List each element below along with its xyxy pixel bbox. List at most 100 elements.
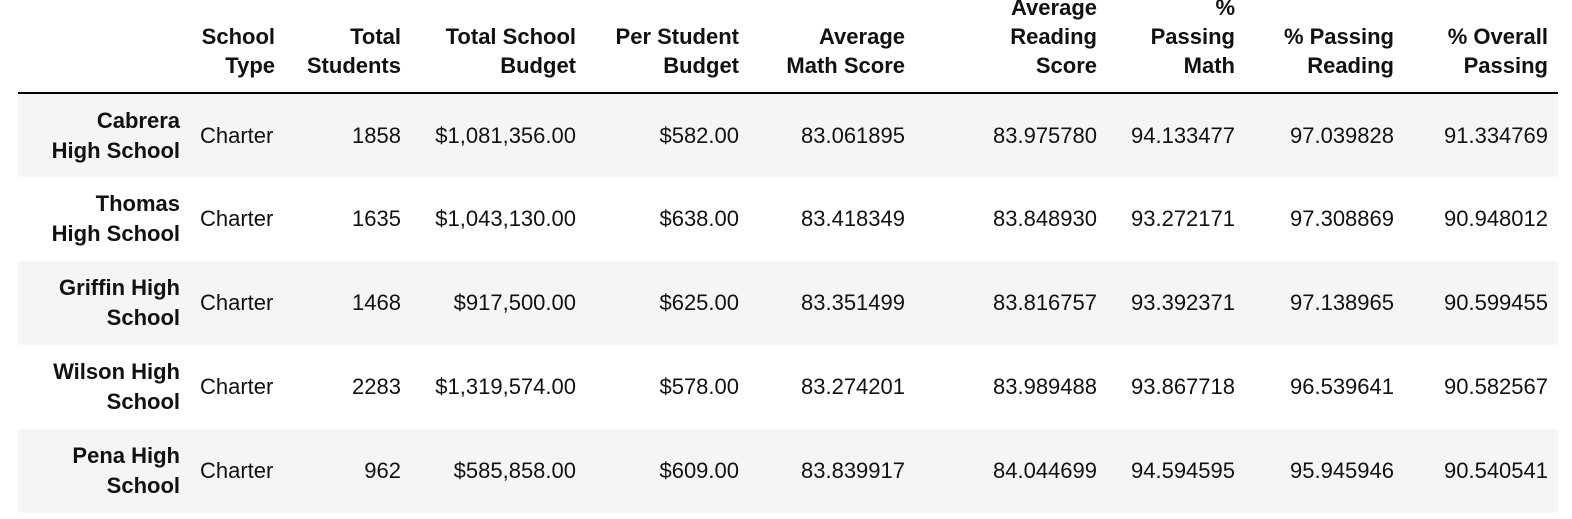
header-per-student-budget: Per Student Budget <box>586 0 749 94</box>
header-average-math-score: Average Math Score <box>749 0 915 94</box>
table-row: Griffin High School Charter 1468 $917,50… <box>18 261 1558 345</box>
cell-pct-passing-reading: 97.308869 <box>1290 206 1394 231</box>
cell-average-math: 83.839917 <box>801 458 905 483</box>
header-line: Score <box>1035 53 1097 78</box>
header-line: % Overall <box>1447 24 1548 49</box>
cell-total-students: 1635 <box>352 206 401 231</box>
header-line: Total School <box>445 24 576 49</box>
cell-total-budget: $1,319,574.00 <box>435 374 576 399</box>
header-line: % <box>1215 0 1235 20</box>
cell-total-budget: $1,081,356.00 <box>435 122 576 148</box>
cell-pct-overall-passing: 90.540541 <box>1444 458 1548 483</box>
header-total-school-budget: Total School Budget <box>411 0 586 94</box>
header-pct-passing-reading: % Passing Reading <box>1245 0 1404 94</box>
cell-pct-overall-passing: 90.582567 <box>1444 374 1548 399</box>
cell-per-student-budget: $578.00 <box>659 374 739 399</box>
cell-school-type: Charter <box>200 206 274 231</box>
school-name-line: Cabrera <box>96 107 180 133</box>
cell-pct-passing-reading: 97.039828 <box>1290 122 1394 148</box>
cell-school-type: Charter <box>200 290 274 315</box>
table-header: School Type Total Students Total School … <box>18 0 1558 94</box>
header-index-corner <box>18 0 190 94</box>
cell-pct-passing-reading: 96.539641 <box>1290 374 1394 399</box>
header-line: Math <box>1183 53 1235 78</box>
header-line: Per Student <box>615 24 739 49</box>
school-name-line: School <box>106 389 180 414</box>
header-average-reading-score: Average Reading Score <box>915 0 1107 94</box>
school-name-line: School <box>106 473 180 498</box>
cell-average-reading: 84.044699 <box>993 458 1097 483</box>
header-line: Reading <box>1307 53 1394 78</box>
row-index-school-name: Cabrera High School <box>18 93 190 177</box>
table-row: Wilson High School Charter 2283 $1,319,5… <box>18 345 1558 429</box>
cell-average-math: 83.351499 <box>801 290 905 315</box>
cell-school-type: Charter <box>200 374 274 399</box>
cell-pct-passing-math: 93.392371 <box>1131 290 1235 315</box>
header-line: Type <box>225 53 275 78</box>
row-index-school-name: Pena High School <box>18 429 190 513</box>
header-line: Average <box>1010 0 1097 20</box>
school-name-line: High School <box>51 221 180 246</box>
header-line: % Passing <box>1283 24 1394 49</box>
school-name-line: High School <box>51 137 180 163</box>
cell-per-student-budget: $638.00 <box>659 206 739 231</box>
cell-pct-overall-passing: 91.334769 <box>1444 122 1548 148</box>
header-line: Reading <box>1010 24 1097 49</box>
cell-total-students: 1858 <box>352 122 401 148</box>
header-total-students: Total Students <box>285 0 411 94</box>
cell-pct-overall-passing: 90.948012 <box>1444 206 1548 231</box>
cell-pct-overall-passing: 90.599455 <box>1444 290 1548 315</box>
cell-average-reading: 83.975780 <box>993 122 1097 148</box>
cell-per-student-budget: $609.00 <box>659 458 739 483</box>
cell-total-budget: $585,858.00 <box>453 458 576 483</box>
cell-pct-passing-reading: 97.138965 <box>1290 290 1394 315</box>
cell-school-type: Charter <box>200 122 274 148</box>
school-name-line: Griffin High <box>59 275 180 300</box>
schools-table: School Type Total Students Total School … <box>18 0 1558 513</box>
header-line: School <box>201 24 275 49</box>
cell-school-type: Charter <box>200 458 274 483</box>
cell-average-reading: 83.848930 <box>993 206 1097 231</box>
cell-total-students: 2283 <box>352 374 401 399</box>
row-index-school-name: Griffin High School <box>18 261 190 345</box>
header-line: Students <box>306 53 401 78</box>
cell-per-student-budget: $625.00 <box>659 290 739 315</box>
cell-average-math: 83.418349 <box>801 206 905 231</box>
school-name-line: Pena High <box>72 443 180 468</box>
cell-average-reading: 83.816757 <box>993 290 1097 315</box>
cell-pct-passing-math: 93.867718 <box>1131 374 1235 399</box>
cell-average-math: 83.061895 <box>801 122 905 148</box>
cell-total-students: 1468 <box>352 290 401 315</box>
school-name-line: Wilson High <box>53 359 180 384</box>
cell-pct-passing-math: 94.133477 <box>1131 122 1235 148</box>
row-index-school-name: Thomas High School <box>18 177 190 261</box>
header-line: Math Score <box>786 53 905 78</box>
cell-total-budget: $1,043,130.00 <box>435 206 576 231</box>
header-school-type: School Type <box>190 0 285 94</box>
header-line: Passing <box>1463 53 1548 78</box>
cell-pct-passing-math: 94.594595 <box>1131 458 1235 483</box>
cell-total-budget: $917,500.00 <box>453 290 576 315</box>
table-row: Pena High School Charter 962 $585,858.00… <box>18 429 1558 513</box>
cell-average-reading: 83.989488 <box>993 374 1097 399</box>
cell-total-students: 962 <box>364 458 401 483</box>
header-line: Budget <box>663 53 739 78</box>
school-name-line: School <box>106 305 180 330</box>
table-row: Thomas High School Charter 1635 $1,043,1… <box>18 177 1558 261</box>
school-name-line: Thomas <box>95 191 180 216</box>
cell-pct-passing-math: 93.272171 <box>1131 206 1235 231</box>
header-row: School Type Total Students Total School … <box>18 0 1558 94</box>
header-pct-overall-passing: % Overall Passing <box>1404 0 1558 94</box>
header-pct-passing-math: % Passing Math <box>1107 0 1245 94</box>
table-row: Cabrera High School Charter 1858 $1,081,… <box>18 93 1558 177</box>
cell-pct-passing-reading: 95.945946 <box>1290 458 1394 483</box>
cell-average-math: 83.274201 <box>801 374 905 399</box>
header-line: Average <box>818 24 905 49</box>
header-line: Total <box>350 24 401 49</box>
header-line: Budget <box>500 53 576 78</box>
table-body: Cabrera High School Charter 1858 $1,081,… <box>18 93 1558 513</box>
header-line: Passing <box>1150 24 1235 49</box>
row-index-school-name: Wilson High School <box>18 345 190 429</box>
cell-per-student-budget: $582.00 <box>659 122 739 148</box>
